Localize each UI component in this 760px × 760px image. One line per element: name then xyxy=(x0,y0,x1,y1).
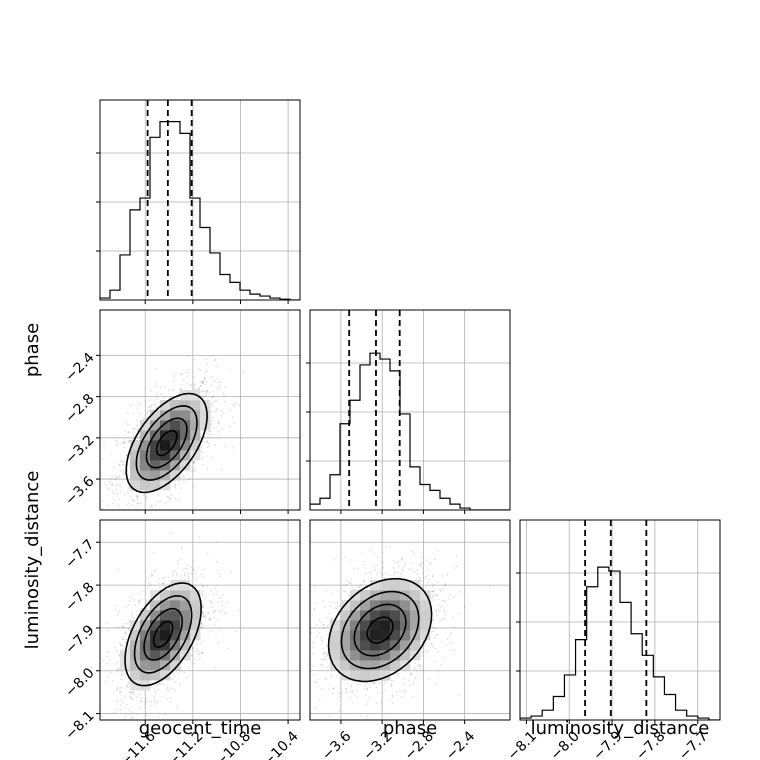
ytick-label-phase-3: −2.4 xyxy=(62,350,97,385)
contour-1 xyxy=(143,607,183,661)
panel-content xyxy=(100,520,300,720)
panel-phase-phase xyxy=(306,309,511,514)
contour-1 xyxy=(145,417,188,469)
panel-frame xyxy=(309,309,511,511)
panel-frame xyxy=(309,519,511,721)
ytick-label-luminosity_distance-4: −7.7 xyxy=(62,537,97,572)
y-axis-label-phase: phase xyxy=(22,323,43,377)
contour-2 xyxy=(133,595,193,674)
ytick-label-phase-2: −2.8 xyxy=(62,391,97,426)
density-cells xyxy=(120,580,201,691)
x-axis-label-geocent-time: geocent_time xyxy=(139,718,262,739)
density-cells xyxy=(330,580,431,681)
contour-3 xyxy=(124,582,202,687)
corner-panels: −3.6−3.2−2.8−2.4−8.1−8.0−7.9−7.8−7.7−11.… xyxy=(62,99,721,760)
xtick-label-phase-0: −3.6 xyxy=(319,728,354,760)
panel-geocent_time-geocent_time xyxy=(96,99,301,304)
contour-0 xyxy=(366,616,394,644)
panel-content xyxy=(520,520,720,720)
contour-0 xyxy=(155,429,178,457)
histogram-phase xyxy=(310,352,510,510)
panel-content xyxy=(100,310,300,510)
x-axis-label-luminosity-distance: luminosity_distance xyxy=(531,718,710,739)
panel-frame xyxy=(99,99,301,301)
ytick-label-phase-0: −3.6 xyxy=(62,473,97,508)
histogram-geocent_time xyxy=(100,121,300,300)
panel-frame xyxy=(99,519,301,721)
ytick-label-luminosity_distance-2: −7.9 xyxy=(62,622,97,657)
contour-1 xyxy=(353,603,407,657)
xtick-label-geocent_time-3: −10.4 xyxy=(260,728,302,760)
ytick-label-luminosity_distance-3: −7.8 xyxy=(62,579,97,614)
axis-labels: geocent_time phase luminosity_distance p… xyxy=(22,323,709,739)
panel-geocent_time-phase: −3.6 −3.2 −2.8 −2.4 xyxy=(62,309,301,514)
contour-3 xyxy=(327,578,433,683)
panel-frame xyxy=(519,519,721,721)
x-axis-label-phase: phase xyxy=(383,718,437,739)
panel-content xyxy=(100,100,300,300)
ytick-label-luminosity_distance-0: −8.1 xyxy=(62,708,97,743)
ytick-label-luminosity_distance-1: −8.0 xyxy=(62,665,97,700)
ytick-label-phase-1: −3.2 xyxy=(62,432,97,467)
contour-2 xyxy=(135,405,198,481)
contour-3 xyxy=(125,392,208,494)
contour-0 xyxy=(152,620,174,648)
xtick-label-phase-3: −2.4 xyxy=(443,728,478,760)
y-axis-label-luminosity-distance: luminosity_distance xyxy=(22,471,43,650)
panel-phase-luminosity_distance: −3.6 −3.2 −2.8 −2.4 xyxy=(309,519,511,760)
contour-2 xyxy=(340,590,420,670)
histogram-luminosity_distance xyxy=(520,566,720,720)
panel-content xyxy=(310,520,510,720)
panel-content xyxy=(310,310,510,510)
panel-frame xyxy=(99,309,301,511)
